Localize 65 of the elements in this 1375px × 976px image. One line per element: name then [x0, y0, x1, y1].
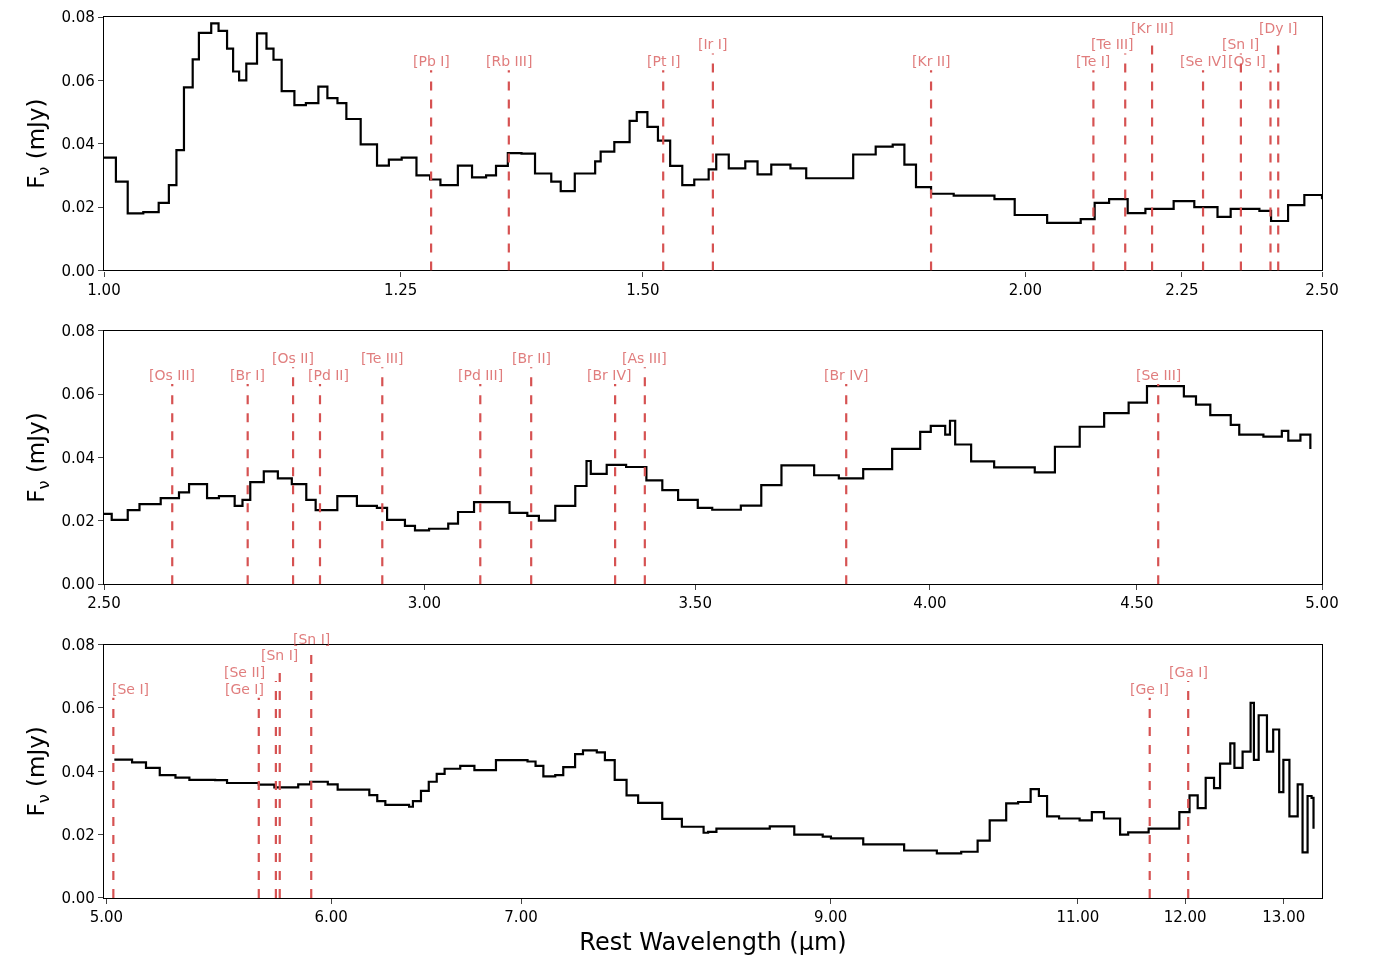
ref-line-label: [Pd III]	[458, 367, 504, 383]
x-tick-label: 3.50	[678, 594, 712, 613]
y-tick-label: 0.06	[61, 699, 95, 718]
x-tick-label: 1.50	[626, 280, 660, 299]
x-tick-label: 1.25	[383, 280, 418, 299]
x-tick-label: 5.00	[1305, 594, 1339, 613]
x-tick-label: 4.00	[913, 594, 947, 613]
y-tick-label: 0.02	[61, 198, 95, 217]
ref-line-label: [Dy I]	[1259, 20, 1298, 36]
ref-line-label: [Pd II]	[308, 367, 349, 383]
ref-line-label: [Os I]	[1228, 53, 1266, 69]
ref-line-label: [Os II]	[272, 350, 314, 366]
y-tick-label: 0.04	[61, 762, 95, 781]
ref-line-label: [Sn I]	[1222, 36, 1260, 52]
ref-line-label: [Br I]	[230, 367, 265, 383]
ref-line-label: [Br IV]	[587, 367, 632, 383]
ref-line-label: [Se IV]	[1180, 53, 1227, 69]
y-tick-label: 0.00	[61, 575, 95, 594]
ref-line-label: [Sn I]	[293, 631, 331, 647]
x-tick-label: 3.00	[407, 594, 442, 613]
y-tick-label: 0.06	[61, 385, 95, 404]
ref-line-label: [Sn I]	[261, 647, 299, 663]
ref-line-label: [Kr II]	[912, 53, 951, 69]
ref-line-label: [Ge I]	[225, 681, 264, 697]
x-tick-label: 2.50	[87, 594, 121, 613]
x-tick-label: 7.00	[504, 908, 538, 927]
x-tick-label: 2.25	[1165, 280, 1199, 299]
x-tick-label: 11.00	[1056, 908, 1100, 927]
x-tick-label: 2.00	[1008, 280, 1043, 299]
ref-line-label: [Se I]	[112, 681, 150, 697]
ref-line-label: [Te III]	[1091, 36, 1134, 52]
ref-line-label: [Se III]	[1136, 367, 1182, 383]
y-tick-label: 0.08	[61, 635, 95, 654]
ref-line-label: [Ge I]	[1130, 681, 1169, 697]
y-tick-label: 0.04	[61, 134, 95, 153]
x-tick-label: 5.00	[89, 908, 124, 927]
ref-line-label: [As III]	[622, 350, 667, 366]
ref-line-label: [Te I]	[1076, 53, 1111, 69]
y-tick-label: 0.08	[61, 322, 95, 341]
y-tick-label: 0.02	[61, 825, 95, 844]
ref-line-label: [Pb I]	[413, 53, 450, 69]
x-tick-label: 12.00	[1163, 908, 1207, 927]
ref-line-label: [Se II]	[224, 664, 266, 680]
ref-line-label: [Br II]	[512, 350, 551, 366]
ref-line-label: [Ga I]	[1169, 664, 1208, 680]
ref-line-label: [Br IV]	[824, 367, 869, 383]
ref-line-label: [Ir I]	[698, 36, 728, 52]
x-tick-label: 1.00	[87, 280, 121, 299]
x-tick-label: 6.00	[314, 908, 348, 927]
x-tick-label: 9.00	[813, 908, 848, 927]
ref-line-label: [Os III]	[149, 367, 196, 383]
x-tick-label: 13.00	[1262, 908, 1306, 927]
y-tick-label: 0.02	[61, 512, 95, 531]
ref-line-label: [Te III]	[361, 350, 404, 366]
y-tick-label: 0.04	[61, 448, 95, 467]
ref-line-label: [Rb III]	[486, 53, 533, 69]
x-axis-title: Rest Wavelength (μm)	[579, 928, 847, 957]
y-tick-label: 0.08	[61, 8, 95, 27]
ref-line-label: [Pt I]	[647, 53, 681, 69]
y-tick-label: 0.00	[61, 889, 95, 908]
y-tick-label: 0.00	[61, 261, 95, 280]
y-tick-label: 0.06	[61, 71, 95, 90]
x-tick-label: 2.50	[1305, 280, 1339, 299]
x-tick-label: 4.50	[1120, 594, 1154, 613]
ref-line-label: [Kr III]	[1131, 20, 1174, 36]
